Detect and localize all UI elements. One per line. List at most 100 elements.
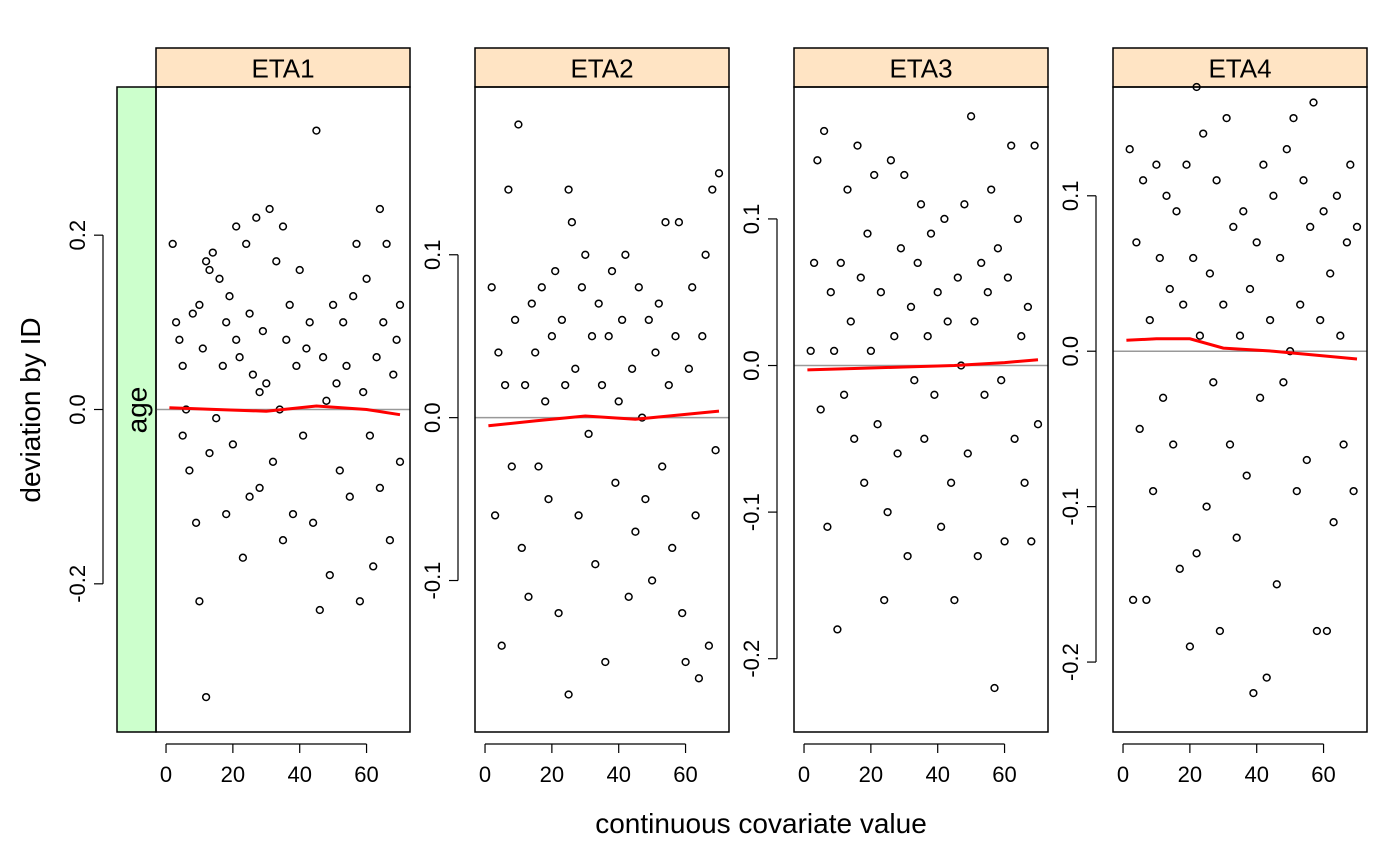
data-point [816, 405, 825, 414]
x-axis-label: continuous covariate value [595, 808, 927, 839]
data-point [624, 592, 633, 601]
data-point [1152, 160, 1161, 169]
data-point [819, 126, 829, 136]
panel-eta4: ETA4 0 20 40 60 -0.2 -0.1 0.0 0.1 [1058, 47, 1368, 787]
strip-label: ETA3 [889, 54, 952, 84]
data-point [684, 364, 694, 373]
data-point [395, 457, 405, 466]
data-point [880, 595, 889, 605]
data-point [1319, 207, 1328, 216]
data-point [278, 536, 288, 545]
data-point [349, 292, 358, 301]
data-point [1329, 518, 1338, 527]
x-tick-label: 40 [1244, 762, 1268, 787]
data-point [188, 309, 197, 318]
data-point [926, 229, 936, 238]
data-point [980, 390, 989, 399]
data-point [395, 300, 405, 310]
data-point [222, 318, 231, 327]
x-tick-label: 20 [859, 762, 883, 787]
data-point [826, 288, 835, 297]
data-point [678, 608, 687, 618]
data-point [1299, 176, 1308, 185]
data-point [661, 218, 670, 227]
data-point [701, 250, 710, 259]
x-tick-label: 60 [354, 762, 378, 787]
y-tick-label: -0.1 [1058, 488, 1083, 526]
data-point [1352, 222, 1362, 232]
data-point [946, 478, 956, 487]
data-point [232, 335, 241, 344]
data-point [487, 283, 496, 292]
data-point [298, 431, 308, 440]
data-point [983, 288, 992, 297]
panel-eta1: ETA1 0 20 40 60 -0.2 0.0 0.2 [65, 47, 411, 787]
smooth-line [1126, 337, 1358, 361]
data-point [1249, 688, 1258, 698]
y-tick-label: -0.1 [420, 562, 445, 600]
data-point [990, 683, 999, 693]
data-point [829, 346, 839, 356]
data-point [866, 346, 876, 356]
data-point [856, 273, 865, 282]
y-tick-label: 0.1 [1058, 180, 1083, 211]
data-point [1322, 626, 1332, 636]
data-point [597, 380, 607, 390]
panel-border [793, 86, 1049, 733]
data-point [1185, 642, 1195, 651]
data-point [1245, 284, 1255, 294]
data-point [544, 494, 553, 504]
data-point [534, 462, 543, 471]
strip-eta3 [793, 47, 1049, 88]
data-point [1158, 393, 1168, 402]
panel-eta3: ETA3 0 20 40 60 -0.2 -0.1 0.0 0.1 [739, 47, 1049, 787]
data-point [1259, 160, 1268, 169]
data-point [913, 258, 922, 268]
data-point [973, 551, 982, 561]
data-point [1000, 537, 1009, 546]
data-point [1165, 284, 1174, 294]
data-point [634, 283, 643, 292]
x-tick-label: 60 [992, 762, 1016, 787]
data-point [1142, 595, 1151, 605]
data-point [977, 258, 986, 268]
data-point [943, 317, 952, 326]
data-point [1349, 486, 1358, 496]
data-point [993, 244, 1003, 253]
data-point [497, 641, 506, 650]
data-point [201, 692, 211, 702]
data-point [850, 434, 859, 443]
data-point [195, 597, 204, 606]
data-point [698, 332, 707, 341]
data-point [1302, 455, 1311, 465]
data-point [920, 434, 929, 443]
data-point [900, 170, 909, 180]
data-point [1145, 315, 1154, 325]
data-point [524, 592, 533, 601]
x-tick-label: 40 [925, 762, 949, 787]
data-point [208, 248, 217, 257]
data-point [903, 551, 912, 561]
data-point [335, 466, 344, 475]
data-point [664, 380, 673, 390]
data-point [1132, 238, 1141, 247]
data-point [654, 299, 663, 308]
data-point [379, 318, 388, 327]
data-point [863, 229, 872, 238]
data-point [627, 364, 637, 373]
data-point [1219, 300, 1228, 309]
x-tick-label: 60 [1311, 762, 1335, 787]
row-strip-label: age [122, 387, 153, 434]
panel-border [1112, 86, 1368, 733]
data-point [268, 457, 278, 466]
data-point [295, 265, 304, 275]
data-point [1346, 160, 1355, 169]
data-point [836, 258, 845, 268]
data-point [205, 448, 214, 458]
y-tick-label: 0.0 [65, 394, 90, 425]
data-point [963, 449, 972, 458]
data-point [1255, 393, 1265, 402]
data-point [345, 492, 354, 501]
data-point [587, 332, 597, 341]
